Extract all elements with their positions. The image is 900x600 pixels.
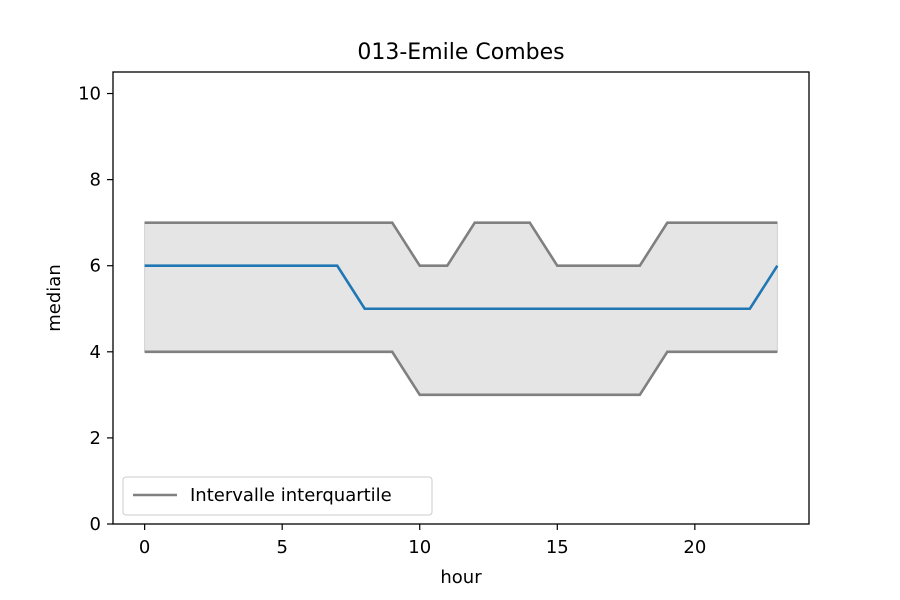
y-tick-label: 8 (90, 170, 101, 191)
x-axis: 0 5 10 15 20 (139, 524, 706, 558)
x-tick-label: 10 (408, 537, 431, 558)
chart-title: 013-Emile Combes (357, 40, 564, 65)
y-axis-label: median (44, 264, 65, 331)
legend: Intervalle interquartile (122, 476, 433, 516)
y-axis: 0 2 4 6 8 10 (78, 84, 113, 535)
x-axis-label: hour (440, 567, 482, 588)
y-tick-label: 4 (90, 342, 101, 363)
series-line-median (144, 264, 779, 311)
axes-frame (112, 71, 810, 525)
series-line-q1 (144, 350, 778, 397)
y-tick-label: 2 (90, 428, 101, 449)
legend-label-iqr: Intervalle interquartile (190, 485, 392, 506)
x-tick-label: 0 (139, 537, 150, 558)
y-tick-label: 10 (78, 84, 101, 105)
legend-box (122, 476, 433, 516)
series-line-q3 (144, 221, 778, 268)
x-tick-label: 20 (683, 537, 706, 558)
y-tick-label: 6 (90, 256, 101, 277)
y-tick-label: 0 (90, 514, 101, 535)
x-tick-label: 15 (546, 537, 569, 558)
plot-area (144, 221, 779, 397)
x-tick-label: 5 (276, 537, 287, 558)
